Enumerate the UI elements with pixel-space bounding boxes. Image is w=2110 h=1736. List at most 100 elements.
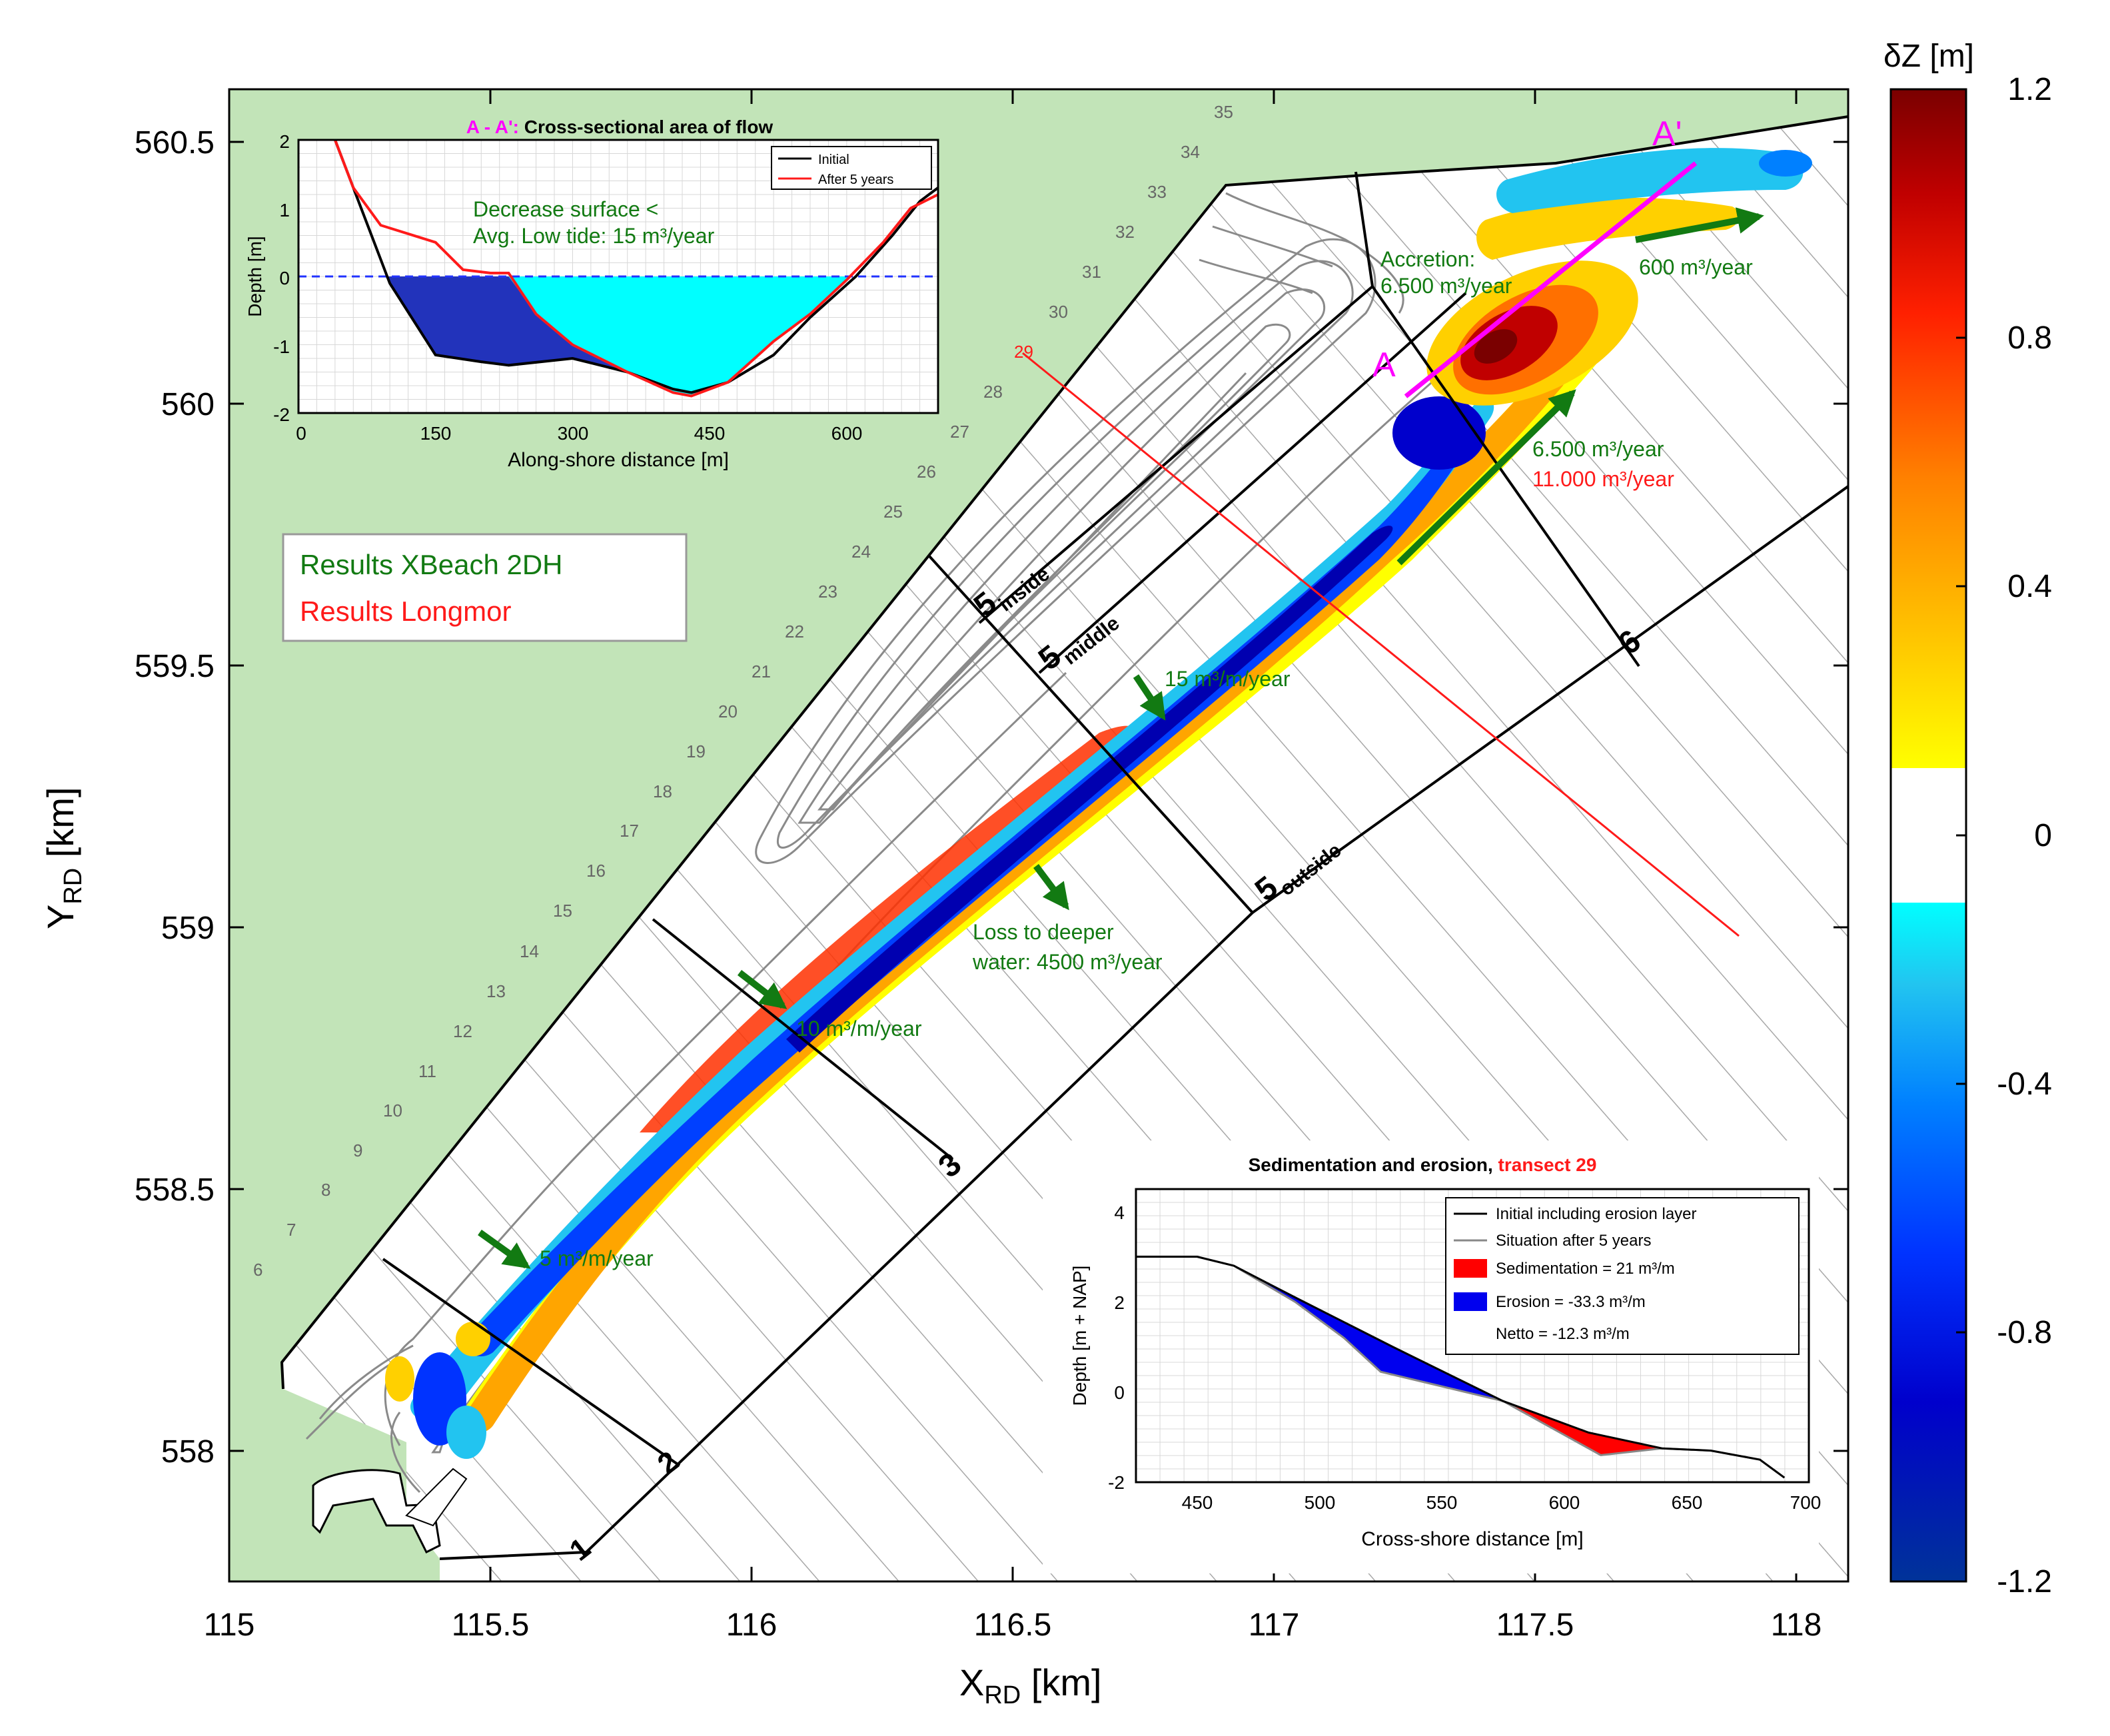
transect-label-6: 6 bbox=[253, 1260, 263, 1280]
transect-label-18: 18 bbox=[653, 781, 672, 801]
x-tick-117.5: 117.5 bbox=[1496, 1607, 1574, 1643]
x-tick-115: 115 bbox=[204, 1607, 255, 1643]
arrow-6500 bbox=[1396, 389, 1576, 566]
transect-label-13: 13 bbox=[486, 981, 506, 1001]
transect-label-21: 21 bbox=[752, 661, 771, 681]
transect-label-17: 17 bbox=[620, 821, 639, 841]
inset1-series-initial bbox=[334, 139, 939, 394]
south-yellow-spot1 bbox=[385, 1356, 414, 1402]
map-y-axis-label: YRD [km] bbox=[39, 787, 87, 929]
rate-15-label: 15 m³/m/year bbox=[1165, 667, 1291, 691]
flux-600-label: 600 m³/year bbox=[1639, 255, 1753, 279]
map-x-tick-labels: 115 115.5 116 116.5 117 117.5 118 bbox=[204, 1607, 1822, 1643]
transect-label-27: 27 bbox=[950, 422, 969, 442]
accretion-label-2: 6.500 m³/year bbox=[1380, 274, 1512, 298]
arrow-10 bbox=[737, 970, 788, 1009]
section-boundaries bbox=[280, 115, 1848, 1560]
transect-label-22: 22 bbox=[785, 622, 804, 642]
y-tick-560: 560 bbox=[161, 387, 215, 422]
inset1-x-tick-0: 0 bbox=[296, 423, 306, 444]
colorbar: δZ [m] 1.2 0.8 0.4 0 -0.4 -0.8 -1.2 bbox=[1883, 39, 2052, 1599]
inset1-legend-after: After 5 years bbox=[818, 173, 893, 187]
y-tick-559.5: 559.5 bbox=[135, 649, 215, 684]
transect-label-14: 14 bbox=[520, 941, 539, 961]
inset1-y-tick-labels: 2 1 0 -1 -2 bbox=[273, 131, 290, 425]
transect-label-30: 30 bbox=[1049, 302, 1068, 322]
transect-label-23: 23 bbox=[818, 582, 837, 602]
inset2-x-tick-450: 450 bbox=[1182, 1492, 1213, 1513]
inset2-y-tick-0: 0 bbox=[1114, 1382, 1125, 1403]
y-tick-558.5: 558.5 bbox=[135, 1172, 215, 1208]
map-y-tick-labels: 558 558.5 559 559.5 560 560.5 bbox=[135, 125, 215, 1470]
arrow-600 bbox=[1635, 207, 1764, 243]
inset2-x-tick-500: 500 bbox=[1305, 1492, 1336, 1513]
inset2-x-tick-600: 600 bbox=[1549, 1492, 1580, 1513]
deltaZ-field bbox=[385, 148, 1812, 1459]
transect-label-31: 31 bbox=[1082, 262, 1101, 282]
inset1-x-tick-150: 150 bbox=[420, 423, 452, 444]
flux-arrows bbox=[478, 207, 1764, 1269]
inset1-y-tick-m1: -1 bbox=[273, 336, 290, 357]
arrow-5 bbox=[478, 1229, 531, 1269]
accretion-tip-darkred bbox=[1474, 329, 1518, 364]
flux-6500-label: 6.500 m³/year bbox=[1532, 437, 1664, 461]
erosion-darkblue-core bbox=[786, 526, 1393, 1053]
accretion-spit-yellow bbox=[1476, 197, 1740, 260]
colorbar-tick-1.2: 1.2 bbox=[2007, 72, 2052, 107]
colorbar-tick-0.4: 0.4 bbox=[2007, 569, 2052, 604]
x-tick-117: 117 bbox=[1249, 1607, 1300, 1643]
erosion-spit-blue bbox=[1759, 150, 1812, 177]
transect-label-20: 20 bbox=[718, 701, 738, 721]
rate-5-label: 5 m³/m/year bbox=[540, 1246, 654, 1270]
x-tick-116: 116 bbox=[726, 1607, 778, 1643]
inset1-x-axis-label: Along-shore distance [m] bbox=[508, 449, 729, 471]
arrow-15 bbox=[1133, 674, 1166, 721]
transect-label-15: 15 bbox=[553, 901, 572, 921]
section-a-label: A bbox=[1372, 346, 1396, 384]
inset2-legend-after: Situation after 5 years bbox=[1496, 1232, 1651, 1250]
inset1-legend: Initial After 5 years bbox=[771, 146, 932, 190]
arrow-loss bbox=[1033, 864, 1069, 911]
inset2-y-tick-2: 2 bbox=[1114, 1292, 1125, 1313]
loss-label-1: Loss to deeper bbox=[973, 920, 1114, 944]
inset2-x-axis-label: Cross-shore distance [m] bbox=[1361, 1528, 1583, 1550]
colorbar-tick-m1.2: -1.2 bbox=[1997, 1564, 2052, 1599]
colorbar-tick-m0.8: -0.8 bbox=[1997, 1315, 2052, 1350]
transect-label-29: 29 bbox=[1014, 342, 1033, 362]
map-y-ticks bbox=[229, 141, 1848, 1452]
colorbar-tick-labels: 1.2 0.8 0.4 0 -0.4 -0.8 -1.2 bbox=[1997, 72, 2052, 1599]
transect-label-26: 26 bbox=[917, 462, 936, 482]
y-tick-559: 559 bbox=[161, 911, 215, 946]
accretion-label-1: Accretion: bbox=[1380, 247, 1475, 271]
inset2-legend-sedimentation: Sedimentation = 21 m³/m bbox=[1496, 1260, 1675, 1278]
transect-29-line bbox=[1022, 352, 1740, 937]
colorbar-title: δZ [m] bbox=[1883, 39, 1974, 74]
map-x-axis-label: XRD [km] bbox=[959, 1661, 1102, 1709]
inset2-y-tick-m2: -2 bbox=[1108, 1472, 1125, 1493]
breakwater bbox=[405, 1468, 468, 1527]
transect-label-10: 10 bbox=[383, 1100, 402, 1120]
transect-label-35: 35 bbox=[1214, 102, 1233, 122]
legend-xbeach: Results XBeach 2DH bbox=[300, 549, 563, 580]
colorbar-tick-0.8: 0.8 bbox=[2007, 320, 2052, 356]
south-cyan-spot bbox=[446, 1406, 486, 1459]
south-yellow-spot2 bbox=[456, 1322, 490, 1356]
transect-label-16: 16 bbox=[586, 861, 606, 881]
inset1-note-2: Avg. Low tide: 15 m³/year bbox=[473, 224, 715, 248]
map-axes-frame bbox=[228, 88, 1849, 1583]
x-tick-118: 118 bbox=[1771, 1607, 1822, 1643]
inset1-y-tick-0: 0 bbox=[279, 268, 290, 288]
inset1-y-tick-m2: -2 bbox=[273, 404, 290, 425]
annotations: Accretion: 6.500 m³/year 600 m³/year 6.5… bbox=[540, 247, 1753, 1270]
inset2-legend-erosion: Erosion = -33.3 m³/m bbox=[1496, 1293, 1646, 1311]
loss-label-2: water: 4500 m³/year bbox=[972, 950, 1163, 974]
colorbar-tick-m0.4: -0.4 bbox=[1997, 1067, 2052, 1102]
legend-longmor: Results Longmor bbox=[300, 596, 511, 627]
inset-transect-29: Sedimentation and erosion, transect 29 I… bbox=[1043, 1140, 1821, 1573]
inset2-legend-initial: Initial including erosion layer bbox=[1496, 1205, 1697, 1223]
inset1-series-after-5-years bbox=[334, 139, 939, 398]
inset2-title: Sedimentation and erosion, transect 29 bbox=[1249, 1154, 1597, 1175]
x-tick-116.5: 116.5 bbox=[974, 1607, 1052, 1643]
transect-label-25: 25 bbox=[883, 502, 903, 522]
